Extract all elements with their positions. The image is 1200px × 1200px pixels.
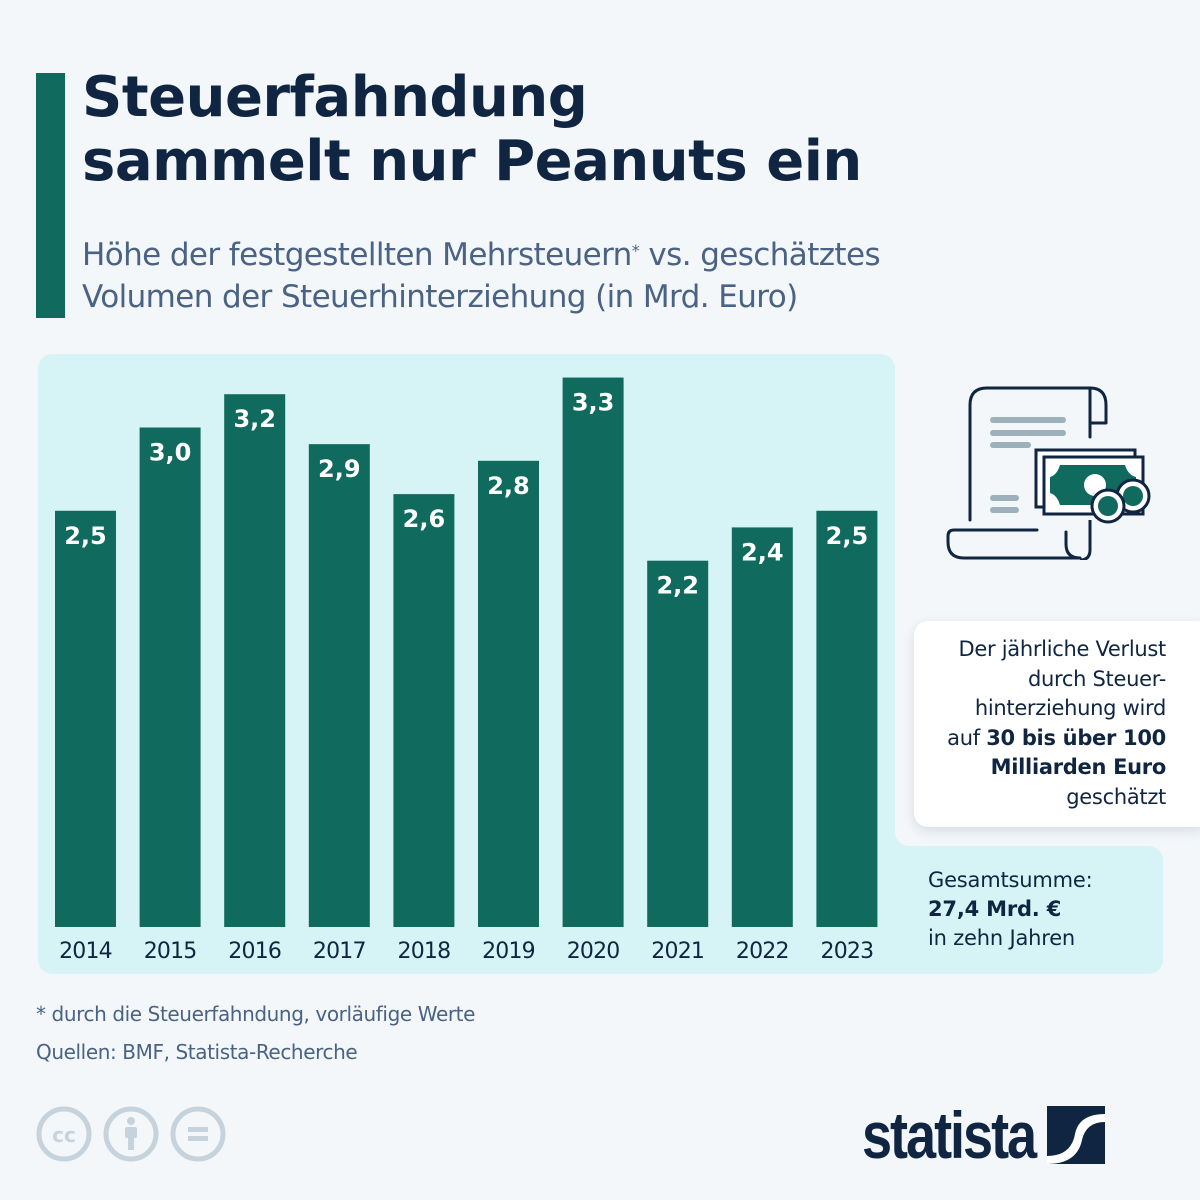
source-note: Quellen: BMF, Statista-Recherche (36, 1040, 358, 1064)
brand-name: statista (862, 1098, 1037, 1172)
bar-2020 (562, 377, 624, 927)
bar-2015 (139, 427, 201, 927)
page-title: Steuerfahndung sammelt nur Peanuts ein (82, 66, 862, 194)
cc-icon[interactable]: cc (36, 1106, 92, 1162)
x-tick-label: 2020 (567, 939, 620, 964)
bar-value-label: 3,3 (572, 389, 615, 417)
subtitle-text: vs. geschätztes (639, 237, 880, 273)
bar-value-label: 2,5 (64, 522, 107, 550)
total-value: 27,4 Mrd. € (928, 897, 1062, 921)
bar-value-label: 2,5 (826, 522, 869, 550)
bar-value-label: 3,0 (149, 439, 192, 467)
info-card-line: durch Steuer- (1027, 666, 1166, 691)
bar-2018 (393, 494, 455, 927)
info-card-text: auf (947, 725, 987, 750)
x-tick-label: 2014 (59, 939, 112, 964)
bar-value-label: 2,2 (656, 572, 699, 600)
footnote-marker: * (631, 241, 640, 260)
info-card-line: auf 30 bis über 100 (914, 724, 1166, 754)
bar-chart: 2,5 2014 3,0 2015 3,2 2016 2,9 2017 2,6 2018 2,8 20… (55, 377, 878, 964)
x-tick-label: 2022 (736, 939, 789, 964)
x-tick-label: 2017 (313, 939, 366, 964)
bar-value-label: 2,6 (403, 505, 446, 533)
statista-logo[interactable]: statista (862, 1098, 1106, 1172)
total-suffix: in zehn Jahren (928, 926, 1076, 950)
bar-value-label: 3,2 (233, 405, 276, 433)
chart-panel-extension (880, 846, 1163, 974)
bar-2014 (55, 510, 116, 927)
estimate-info-card: Der jährliche Verlust durch Steuer- hint… (914, 621, 1200, 827)
license-icons: cc (36, 1106, 226, 1162)
bar-2019 (478, 460, 539, 927)
bar-value-label: 2,8 (487, 472, 530, 500)
info-card-line: Milliarden Euro (914, 753, 1167, 783)
x-tick-label: 2016 (228, 939, 281, 964)
x-tick-label: 2023 (821, 939, 874, 964)
bar-value-label: 2,9 (318, 455, 361, 483)
bar-value-label: 2,4 (741, 538, 784, 566)
bar-2016 (224, 394, 286, 927)
info-card-highlight: Milliarden Euro (990, 755, 1167, 779)
subtitle-line-1: Höhe der festgestellten Mehrsteuern* vs.… (82, 234, 881, 276)
x-tick-label: 2019 (482, 939, 535, 964)
x-tick-label: 2021 (651, 939, 704, 964)
info-card-line: geschätzt (1066, 784, 1166, 809)
bar-2022 (731, 527, 793, 927)
info-card-highlight: 30 bis über 100 (986, 725, 1166, 750)
footnote: * durch die Steuerfahndung, vorläufige W… (36, 1002, 476, 1026)
subtitle: Höhe der festgestellten Mehrsteuern* vs.… (82, 234, 881, 318)
bar-2021 (647, 560, 709, 927)
bar-2023 (816, 510, 878, 927)
title-line-2: sammelt nur Peanuts ein (82, 129, 862, 194)
subtitle-line-2: Volumen der Steuerhinterziehung (in Mrd.… (82, 279, 798, 315)
bar-2017 (308, 444, 370, 927)
title-line-1: Steuerfahndung (82, 65, 588, 130)
no-derivatives-icon[interactable] (170, 1106, 226, 1162)
subtitle-text: Höhe der festgestellten Mehrsteuern (82, 237, 632, 273)
title-accent-bar (36, 73, 65, 318)
x-tick-label: 2018 (398, 939, 451, 964)
info-card-line: Der jährliche Verlust (958, 637, 1167, 661)
attribution-icon[interactable] (103, 1106, 159, 1162)
panel-corner (895, 826, 915, 846)
x-tick-label: 2015 (144, 939, 197, 964)
total-label: Gesamtsumme: (928, 868, 1093, 892)
tax-document-money-icon (946, 386, 1151, 560)
info-card-line: hinterziehung wird (974, 696, 1166, 720)
total-summary: Gesamtsumme: 27,4 Mrd. € in zehn Jahren (928, 866, 1093, 953)
svg-text:cc: cc (52, 1123, 76, 1147)
statista-mark-icon (1047, 1106, 1106, 1164)
